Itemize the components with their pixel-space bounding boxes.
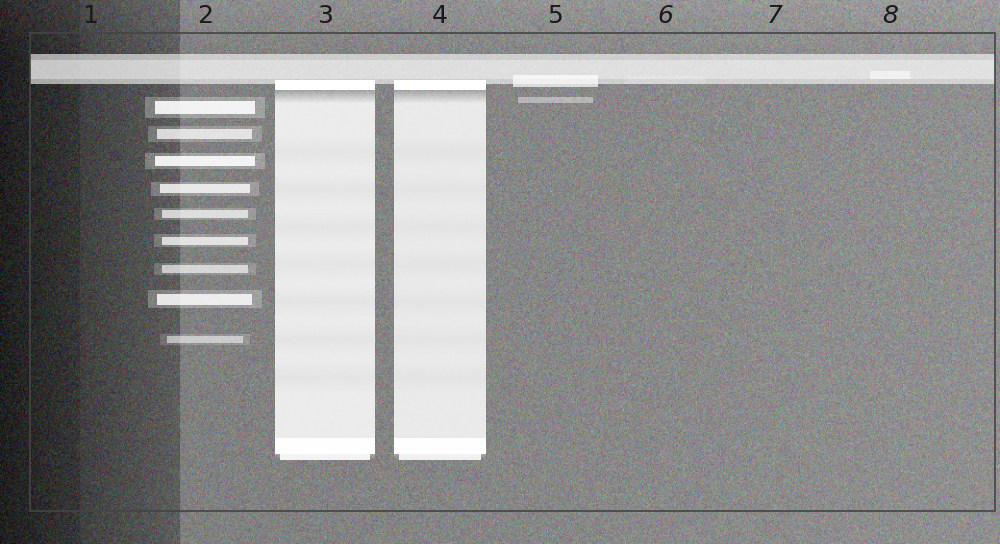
Bar bbox=[155, 156, 255, 166]
Bar bbox=[280, 450, 370, 460]
Bar bbox=[167, 336, 242, 343]
Bar bbox=[160, 334, 250, 345]
Bar bbox=[625, 76, 705, 84]
Text: 7: 7 bbox=[767, 4, 783, 28]
Bar bbox=[30, 60, 995, 79]
Bar bbox=[145, 96, 265, 118]
Text: 1: 1 bbox=[82, 4, 98, 28]
Bar bbox=[30, 54, 995, 84]
Text: 4: 4 bbox=[432, 4, 448, 28]
Bar bbox=[148, 126, 262, 141]
Bar bbox=[157, 294, 252, 305]
Bar bbox=[394, 80, 486, 90]
Bar bbox=[148, 290, 262, 308]
Bar bbox=[157, 129, 252, 139]
Bar bbox=[518, 97, 593, 103]
Bar bbox=[145, 153, 265, 169]
Bar bbox=[155, 101, 255, 114]
Bar bbox=[275, 80, 375, 90]
Bar bbox=[151, 182, 259, 196]
Bar bbox=[154, 234, 256, 247]
Bar bbox=[162, 265, 248, 273]
Bar bbox=[162, 210, 248, 218]
Text: 2: 2 bbox=[197, 4, 213, 28]
Bar bbox=[513, 75, 598, 87]
Text: 3: 3 bbox=[317, 4, 333, 28]
Bar bbox=[160, 184, 250, 193]
Bar bbox=[870, 71, 910, 79]
Text: 6: 6 bbox=[657, 4, 673, 28]
Text: 5: 5 bbox=[547, 4, 563, 28]
Bar bbox=[399, 450, 481, 460]
Text: 8: 8 bbox=[882, 4, 898, 28]
Bar bbox=[162, 237, 248, 245]
Bar bbox=[30, 33, 995, 511]
Bar bbox=[154, 263, 256, 275]
Bar bbox=[154, 208, 256, 220]
Bar bbox=[394, 438, 486, 454]
Bar bbox=[275, 438, 375, 454]
